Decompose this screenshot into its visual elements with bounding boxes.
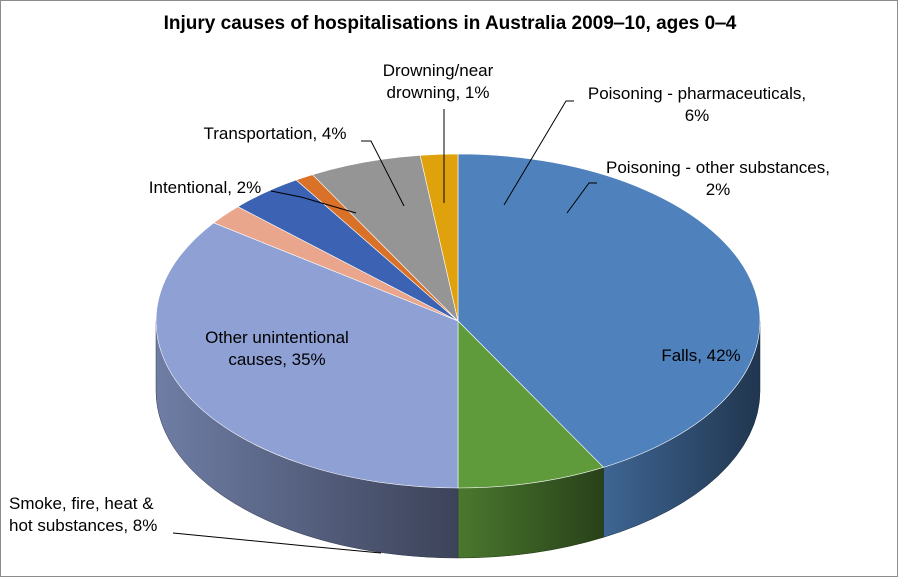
leader-line-poisoning-other-substances xyxy=(566,182,597,214)
pie-slice-other-unintentional-causes xyxy=(155,222,459,489)
leader-line-transportation xyxy=(361,140,405,207)
data-label-poisoning-other-substances: Poisoning - other substances, 2% xyxy=(606,158,830,199)
pie-slice-poisoning-other-substances xyxy=(419,153,459,322)
pie-slice-smoke-fire-heat-hot-substances xyxy=(457,320,605,489)
pie-slices xyxy=(155,153,761,489)
pie-slice-falls xyxy=(457,153,761,468)
leader-line-poisoning-pharmaceuticals xyxy=(503,100,574,206)
data-label-drowning-near-drowning: Drowning/near drowning, 1% xyxy=(383,61,494,102)
data-label-other-unintentional-causes: Other unintentional causes, 35% xyxy=(205,328,349,369)
leader-line-intentional xyxy=(270,190,357,214)
data-label-falls: Falls, 42% xyxy=(661,346,740,365)
data-label-smoke-fire-heat-hot-substances: Smoke, fire, heat & hot substances, 8% xyxy=(9,494,157,535)
pie-sides xyxy=(155,320,761,559)
data-labels: Falls, 42% Smoke, fire, heat & hot substan… xyxy=(9,61,830,554)
data-label-transportation: Transportation, 4% xyxy=(204,124,347,143)
chart-title: Injury causes of hospitalisations in Aus… xyxy=(163,13,737,34)
data-label-intentional: Intentional, 2% xyxy=(149,178,261,197)
leader-line-smoke-fire-heat-hot-substances xyxy=(172,532,382,554)
data-label-poisoning-pharmaceuticals: Poisoning - pharmaceuticals, 6% xyxy=(588,84,806,125)
